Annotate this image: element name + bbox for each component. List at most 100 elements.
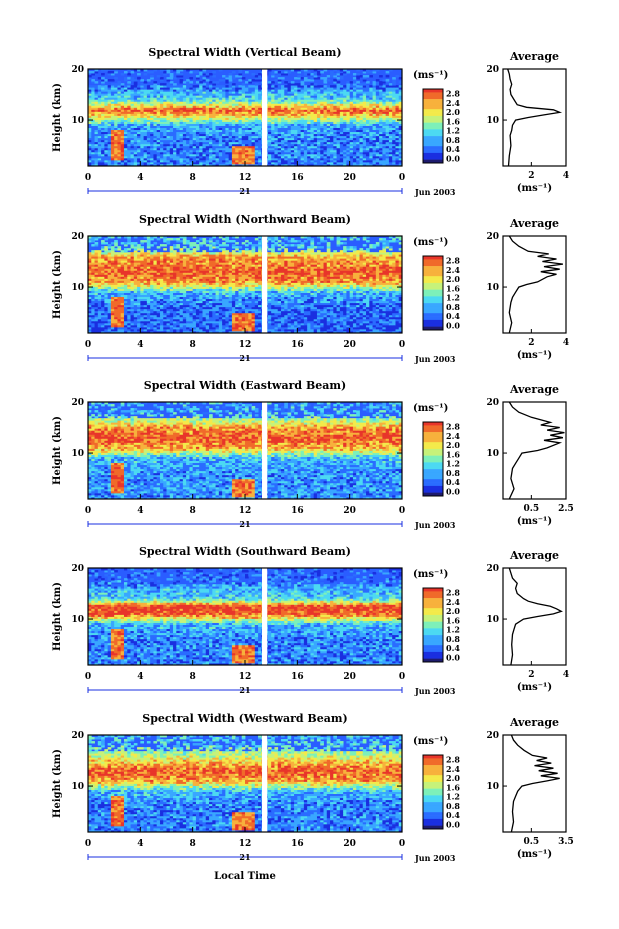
heatmap-cell [114,139,118,143]
heatmap-cell [143,113,148,116]
heatmap-cell [274,97,279,100]
heatmap-cell [212,71,216,74]
heatmap-cell [182,145,187,149]
heatmap-cell [94,330,99,333]
heatmap-cell [274,151,279,155]
heatmap-cell [189,81,194,84]
heatmap-cell [375,137,380,141]
heatmap-cell [248,330,252,333]
heatmap-cell [258,77,262,80]
heatmap-cell [300,97,305,100]
heatmap-cell [303,135,308,139]
heatmap-cell [153,91,158,94]
heatmap-cell [88,107,92,110]
heatmap-cell [114,105,118,108]
heatmap-cell [133,149,138,153]
heatmap-cell [258,119,262,122]
heatmap-cell [326,85,331,88]
heatmap-cell [287,109,292,112]
heatmap-cell [88,97,92,100]
heatmap-cell [366,103,370,106]
heatmap-cell [343,73,347,76]
heatmap-cell [313,161,318,165]
heatmap-cell [199,157,203,161]
heatmap-cell [94,139,99,143]
heatmap-cell [323,93,328,96]
heatmap-cell [225,75,230,78]
heatmap-cell [313,77,318,80]
heatmap-cell [346,119,351,122]
heatmap-cell [104,101,109,104]
heatmap-cell [392,139,396,143]
heatmap-cell [300,326,305,330]
heatmap-cell [153,328,158,332]
heatmap-cell [179,89,184,92]
heatmap-cell [143,95,148,98]
heatmap-cell [195,316,200,320]
heatmap-cell [195,147,200,151]
heatmap-cell [222,93,226,96]
heatmap-cell [382,143,387,147]
heatmap-cell [107,153,112,157]
heatmap-cell [91,99,95,102]
heatmap-cell [339,113,344,116]
heatmap-cell [179,87,184,90]
heatmap-cell [303,121,308,124]
heatmap-cell [150,121,154,124]
heatmap-cell [382,322,387,326]
heatmap-cell [143,93,148,96]
heatmap-cell [176,107,180,110]
panel-title: Spectral Width (Northward Beam) [139,213,351,226]
heatmap-cell [176,330,180,333]
heatmap-cell [349,131,354,135]
heatmap-cell [101,125,105,129]
heatmap-cell [215,316,220,320]
heatmap-cell [267,151,272,155]
heatmap-cell [166,111,171,114]
heatmap-cell [231,147,236,151]
heatmap-cell [369,147,373,151]
heatmap-cell [209,153,213,157]
heatmap-cell [245,135,249,139]
heatmap-cell [140,105,145,108]
heatmap-cell [277,109,282,112]
heatmap-cell [349,318,354,322]
heatmap-cell [349,107,354,110]
heatmap-cell [267,324,272,328]
heatmap-cell [369,71,373,74]
heatmap-cell [231,129,236,133]
heatmap-cell [352,163,357,166]
heatmap-cell [192,123,197,126]
heatmap-cell [192,95,197,98]
heatmap-cell [153,99,158,102]
heatmap-cell [274,320,279,324]
heatmap-cell [385,155,390,159]
heatmap-cell [179,316,184,320]
heatmap-cell [146,109,151,112]
heatmap-cell [173,133,177,137]
heatmap-cell [228,77,233,80]
heatmap-cell [163,141,167,145]
heatmap-cell [326,328,331,332]
heatmap-cell [356,330,360,333]
heatmap-cell [284,141,288,145]
heatmap-cell [395,151,400,155]
heatmap-cell [356,105,360,108]
heatmap-cell [130,135,135,139]
heatmap-cell [287,117,292,120]
heatmap-cell [117,123,122,126]
heatmap-cell [310,83,315,86]
heatmap-cell [114,163,118,166]
heatmap-cell [117,135,122,139]
heatmap-cell [182,113,187,116]
heatmap-cell [153,89,158,92]
heatmap-cell [205,133,210,137]
heatmap-cell [310,93,315,96]
heatmap-cell [379,163,383,166]
heatmap-cell [159,316,164,320]
heatmap-cell [274,149,279,153]
heatmap-cell [202,133,207,137]
heatmap-cell [352,137,357,141]
heatmap-cell [225,109,230,112]
heatmap-cell [339,145,344,149]
